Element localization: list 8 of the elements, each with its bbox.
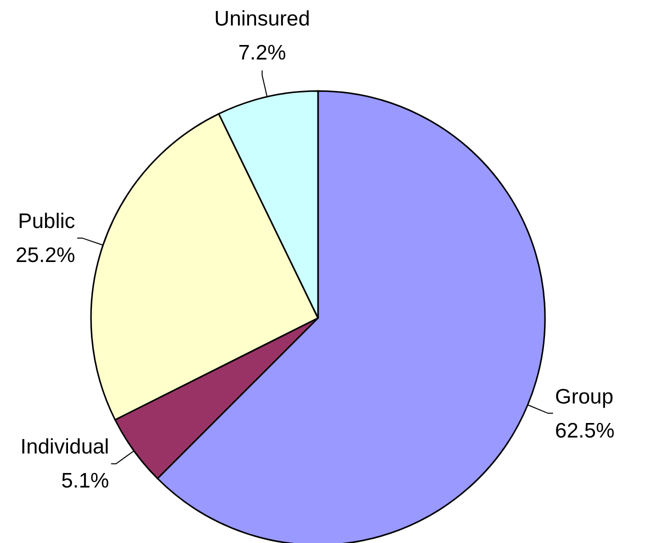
- data-label: 5.1%: [61, 470, 110, 493]
- slice-label: Individual: [20, 436, 110, 459]
- slice-label: Uninsured: [214, 7, 310, 30]
- slice-label: Group: [555, 385, 614, 408]
- data-label: 62.5%: [555, 419, 615, 442]
- slice-label: Public: [18, 210, 76, 234]
- data-label: 7.2%: [238, 41, 286, 64]
- data-label: 25.2%: [16, 244, 76, 268]
